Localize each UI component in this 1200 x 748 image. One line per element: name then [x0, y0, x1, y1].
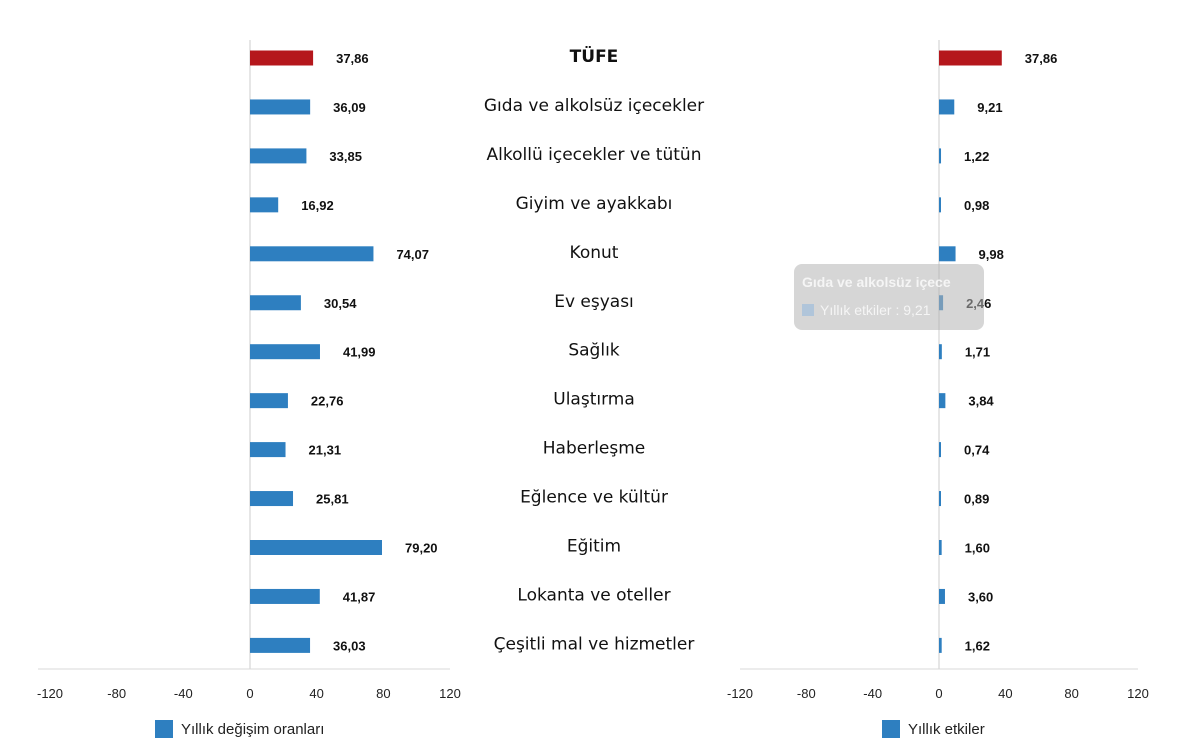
right-tick-label: -40: [863, 686, 882, 701]
legend-swatch-left: [155, 720, 173, 738]
category-label: Ev eşyası: [554, 292, 634, 312]
left-data-label: 25,81: [316, 492, 349, 507]
right-bar[interactable]: [939, 99, 955, 115]
right-bar[interactable]: [939, 246, 956, 262]
right-data-label: 0,98: [964, 198, 989, 213]
category-label: Giyim ve ayakkabı: [516, 194, 673, 214]
legend-label-right: Yıllık etkiler: [908, 720, 985, 738]
left-bar[interactable]: [250, 50, 314, 66]
left-panel: -120 -80 -40 0 40 80 120 37,86 36,09 33,85 16,92 74…: [37, 40, 461, 701]
right-tick-label: -80: [797, 686, 816, 701]
right-data-label: 3,60: [968, 589, 993, 604]
left-tick-label: -40: [174, 686, 193, 701]
right-data-label: 37,86: [1025, 51, 1058, 66]
right-tick-label: 120: [1127, 686, 1149, 701]
category-label: Sağlık: [568, 341, 619, 361]
right-bar[interactable]: [939, 491, 941, 507]
right-tick-label: 40: [998, 686, 1012, 701]
right-data-label: 3,84: [968, 394, 994, 409]
left-data-label: 33,85: [329, 149, 362, 164]
left-bar[interactable]: [250, 148, 307, 164]
right-data-label: 9,21: [977, 100, 1002, 115]
left-tick-label: 80: [376, 686, 390, 701]
right-bar[interactable]: [939, 442, 941, 458]
left-tick-label: 40: [309, 686, 323, 701]
category-label: Gıda ve alkolsüz içecekler: [484, 96, 704, 116]
left-bar[interactable]: [250, 246, 374, 262]
left-bar[interactable]: [250, 540, 382, 555]
right-bar[interactable]: [939, 588, 945, 604]
left-bar[interactable]: [250, 491, 294, 507]
category-label: Alkollü içecekler ve tütün: [487, 145, 702, 165]
left-bar[interactable]: [250, 99, 311, 115]
left-tick-label: -120: [37, 686, 63, 701]
left-data-label: 41,87: [343, 589, 376, 604]
tooltip: Gıda ve alkolsüz içece Yıllık etkiler : …: [794, 264, 984, 330]
right-data-label: 0,89: [964, 492, 989, 507]
tooltip-title: Gıda ve alkolsüz içece: [802, 274, 951, 290]
right-bar[interactable]: [939, 148, 942, 164]
category-labels: TÜFE Gıda ve alkolsüz içecekler Alkollü iç…: [484, 45, 704, 654]
left-data-label: 37,86: [336, 51, 369, 66]
left-bar[interactable]: [250, 344, 320, 360]
left-data-label: 16,92: [301, 198, 334, 213]
left-data-label: 79,20: [405, 541, 438, 556]
category-label: Ulaştırma: [553, 390, 635, 410]
left-bar[interactable]: [250, 393, 288, 409]
right-bar[interactable]: [939, 637, 942, 653]
right-bar[interactable]: [939, 197, 941, 213]
left-bar[interactable]: [250, 588, 320, 604]
tooltip-row: Yıllık etkiler : 9,21: [802, 302, 978, 318]
right-data-label: 1,22: [964, 149, 989, 164]
right-tick-label: -120: [727, 686, 753, 701]
right-bar[interactable]: [939, 540, 942, 555]
legend-right[interactable]: Yıllık etkiler: [882, 720, 985, 738]
right-data-label: 9,98: [979, 247, 1004, 262]
left-data-label: 21,31: [309, 443, 342, 458]
category-label: Eğlence ve kültür: [520, 488, 668, 508]
left-tick-label: 120: [439, 686, 461, 701]
legend-swatch-right: [882, 720, 900, 738]
left-bar[interactable]: [250, 442, 286, 458]
left-tick-label: -80: [107, 686, 126, 701]
left-data-label: 41,99: [343, 345, 376, 360]
right-data-label: 0,74: [964, 443, 990, 458]
category-label: Çeşitli mal ve hizmetler: [494, 634, 695, 654]
left-data-label: 36,03: [333, 638, 366, 653]
right-bar[interactable]: [939, 50, 1002, 66]
right-bar[interactable]: [939, 344, 942, 360]
left-bar[interactable]: [250, 197, 279, 213]
tooltip-value: Yıllık etkiler : 9,21: [820, 302, 931, 318]
tooltip-swatch: [802, 304, 814, 316]
left-data-label: 36,09: [333, 100, 366, 115]
right-tick-label: 0: [935, 686, 942, 701]
legend-label-left: Yıllık değişim oranları: [181, 720, 325, 738]
right-data-label: 1,71: [965, 345, 990, 360]
left-bar[interactable]: [250, 637, 311, 653]
right-panel: -120-80-400408012037,869,211,220,989,982…: [727, 40, 1149, 701]
left-data-label: 30,54: [324, 296, 357, 311]
category-label: TÜFE: [570, 45, 619, 67]
right-data-label: 1,62: [965, 638, 990, 653]
right-bar[interactable]: [939, 393, 946, 409]
category-label: Lokanta ve oteller: [517, 585, 670, 605]
category-label: Konut: [570, 243, 619, 263]
legend-left[interactable]: Yıllık değişim oranları: [155, 720, 324, 738]
left-tick-label: 0: [246, 686, 253, 701]
left-data-label: 22,76: [311, 394, 344, 409]
left-bar[interactable]: [250, 295, 301, 311]
left-data-label: 74,07: [396, 247, 429, 262]
category-label: Haberleşme: [543, 439, 646, 459]
category-label: Eğitim: [567, 537, 621, 557]
right-tick-label: 80: [1064, 686, 1078, 701]
right-data-label: 1,60: [965, 541, 990, 556]
